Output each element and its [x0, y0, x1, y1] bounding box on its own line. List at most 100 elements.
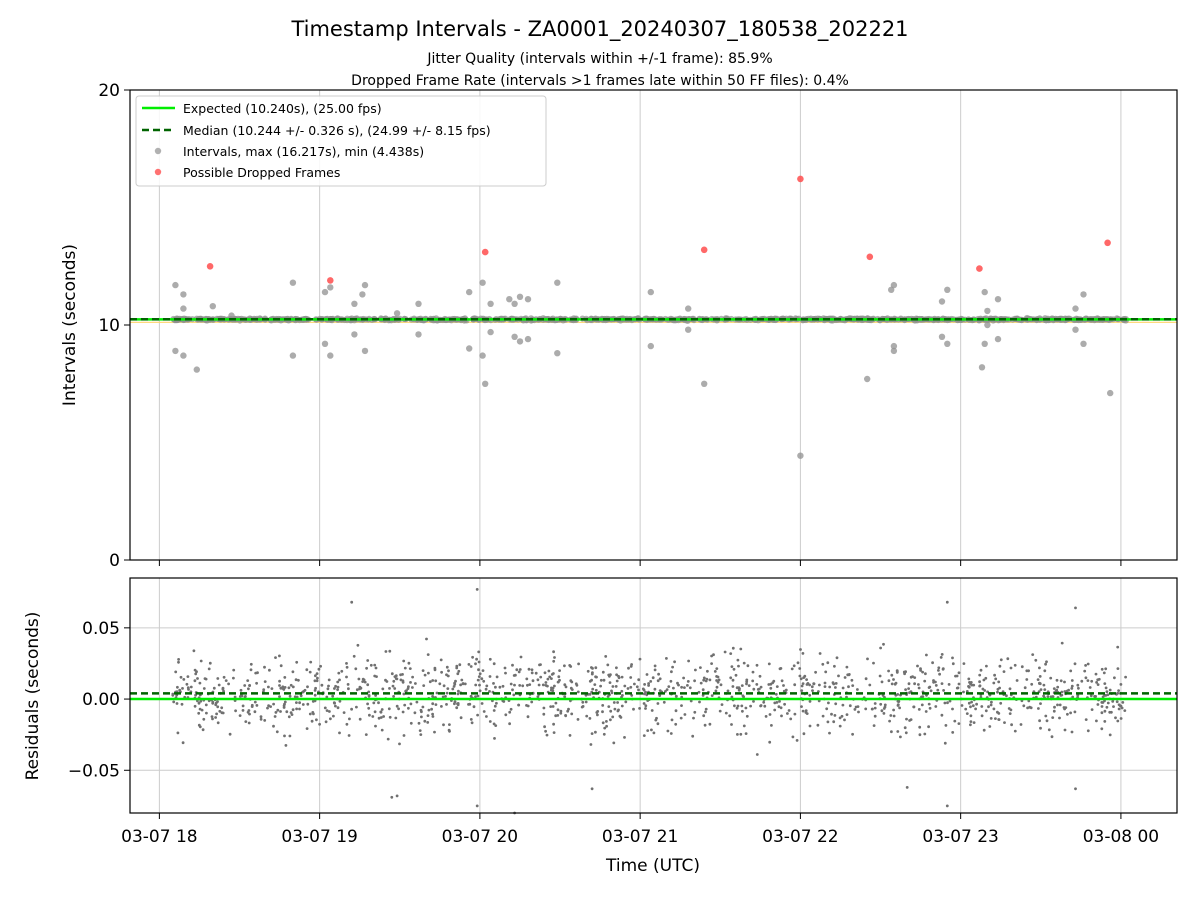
- top-y-tick-label: 0: [109, 551, 120, 571]
- residual-point: [798, 674, 802, 678]
- residual-point: [345, 662, 348, 665]
- residual-point: [778, 700, 781, 703]
- residual-point: [263, 719, 267, 722]
- residual-point: [384, 650, 388, 653]
- residual-point: [542, 706, 546, 710]
- residual-point: [912, 705, 916, 709]
- residual-point: [379, 710, 383, 714]
- residual-point: [407, 661, 411, 665]
- residual-point: [647, 684, 650, 687]
- residual-point: [637, 678, 641, 682]
- interval-outlier-point: [479, 352, 486, 359]
- residual-point: [740, 704, 744, 708]
- residual-point: [508, 710, 512, 714]
- residual-point: [512, 693, 516, 697]
- residual-point: [199, 699, 203, 703]
- interval-outlier-point: [647, 288, 654, 296]
- residual-point: [940, 682, 944, 685]
- residual-point: [456, 692, 460, 696]
- residual-point: [895, 671, 899, 674]
- residual-point: [744, 732, 748, 735]
- residual-point: [374, 694, 377, 697]
- residual-point: [549, 705, 553, 708]
- residual-point: [1116, 691, 1120, 695]
- residual-point: [737, 688, 741, 692]
- residual-point: [896, 704, 900, 707]
- residual-point: [826, 661, 830, 665]
- residual-point: [316, 676, 319, 680]
- dropped-frame-point: [700, 246, 708, 254]
- residual-point: [943, 701, 947, 705]
- residual-point: [730, 665, 734, 668]
- residual-point: [295, 701, 298, 704]
- residual-point: [594, 730, 597, 734]
- bottom-x-tick-label: 03-07 23: [922, 827, 998, 847]
- residual-point: [716, 675, 720, 679]
- residual-point: [205, 711, 208, 715]
- residual-point: [221, 687, 225, 691]
- residual-point: [273, 715, 277, 718]
- residual-point: [918, 725, 922, 729]
- residual-point: [742, 724, 746, 728]
- residual-point: [285, 710, 289, 714]
- residual-point: [295, 695, 299, 699]
- residual-point: [718, 709, 722, 713]
- residual-point: [247, 709, 251, 712]
- residual-point: [656, 722, 660, 726]
- interval-outlier-point: [984, 321, 991, 329]
- residual-point: [315, 672, 319, 675]
- residual-point: [999, 701, 1003, 705]
- residual-point: [1103, 720, 1107, 723]
- residual-point: [216, 705, 220, 709]
- residual-point: [604, 655, 608, 658]
- residual-point: [826, 720, 830, 724]
- residual-point: [197, 711, 201, 715]
- residual-point: [994, 677, 998, 681]
- residual-point: [938, 672, 941, 676]
- residual-point: [969, 723, 972, 727]
- residual-point: [679, 716, 683, 720]
- residual-point: [629, 676, 633, 679]
- residual-point: [460, 678, 464, 682]
- residual-point: [172, 700, 176, 704]
- residual-point: [596, 713, 599, 717]
- residual-point: [274, 711, 278, 714]
- residual-point: [617, 676, 621, 680]
- residual-point: [736, 733, 739, 736]
- residual-point: [1055, 678, 1059, 682]
- dropped-frame-point: [481, 248, 489, 256]
- residual-point: [799, 648, 802, 651]
- residual-point: [871, 707, 874, 711]
- residual-point: [259, 715, 263, 719]
- residual-point: [665, 657, 668, 660]
- residual-point: [838, 724, 842, 728]
- residual-point: [800, 705, 803, 708]
- residual-point: [593, 683, 597, 686]
- residual-point: [357, 677, 361, 681]
- residual-point: [509, 707, 513, 711]
- residual-point: [345, 722, 349, 726]
- residual-point: [1094, 672, 1098, 676]
- residual-point: [917, 683, 920, 686]
- residual-point: [824, 670, 828, 674]
- residual-point: [614, 685, 618, 688]
- residual-point: [319, 664, 322, 668]
- residual-point: [745, 682, 748, 686]
- residual-point: [283, 686, 287, 689]
- residual-point: [246, 679, 250, 682]
- residual-point: [879, 646, 882, 650]
- residual-point: [653, 668, 657, 672]
- residual-point: [710, 694, 714, 697]
- interval-outlier-point: [415, 331, 422, 338]
- residual-point: [658, 694, 662, 697]
- residual-point: [1038, 719, 1041, 723]
- residual-point: [923, 679, 927, 683]
- residual-point: [388, 687, 391, 690]
- residual-point: [451, 687, 455, 691]
- residual-point: [346, 683, 350, 686]
- residual-point: [484, 687, 488, 691]
- residual-point: [530, 700, 534, 704]
- residual-point: [228, 732, 232, 736]
- residual-point: [674, 722, 678, 726]
- residual-point: [338, 699, 342, 703]
